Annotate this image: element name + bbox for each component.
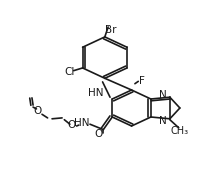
Text: O: O <box>67 120 75 130</box>
Text: Cl: Cl <box>64 67 74 76</box>
Text: Br: Br <box>105 25 116 35</box>
Text: O: O <box>33 106 42 116</box>
Text: HN: HN <box>88 88 103 98</box>
Text: O: O <box>95 129 103 139</box>
Text: F: F <box>139 76 145 86</box>
Text: CH₃: CH₃ <box>171 126 189 136</box>
Text: HN: HN <box>74 118 90 128</box>
Text: N: N <box>159 116 167 127</box>
Text: N: N <box>159 89 167 100</box>
